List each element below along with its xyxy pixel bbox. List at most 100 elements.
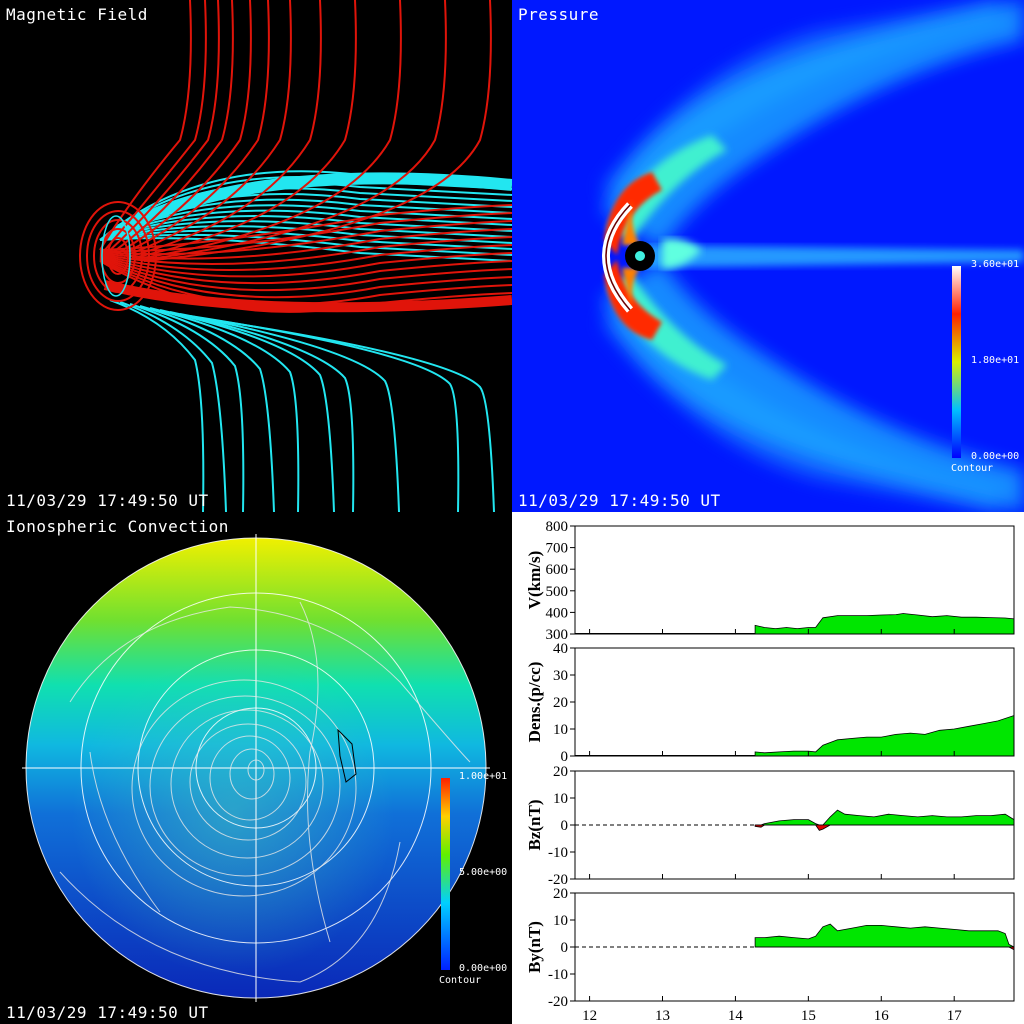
field-line-tail-closed (99, 258, 512, 299)
y-tick-label: 30 (553, 668, 568, 684)
field-line-open (189, 315, 460, 512)
field-line-closed (107, 0, 220, 253)
y-tick-label: -20 (548, 872, 568, 888)
chart-1: 0 10 20 30 40 Dens.(p/cc) (525, 641, 1015, 765)
field-line-open (149, 307, 300, 512)
convection-contours (59, 601, 471, 983)
pressure-panel: 3.60e+01 1.80e+01 0.00e+00 Contour Press… (512, 0, 1024, 512)
field-line-closed (143, 0, 492, 262)
y-tick-label: 40 (553, 641, 568, 657)
series-area-positive (754, 923, 1015, 948)
field-line-open (109, 299, 205, 512)
y-tick-label: 800 (546, 519, 569, 535)
y-axis-label: By(nT) (525, 921, 544, 973)
field-line-closed (119, 0, 270, 256)
y-tick-label: 700 (546, 541, 569, 557)
field-line-tail-closed (99, 259, 512, 306)
plot-frame (574, 525, 1015, 635)
pressure-title: Pressure (518, 5, 600, 24)
x-tick-label: 12 (582, 1008, 597, 1024)
field-line-tail-closed (99, 252, 512, 278)
magnetic-field-lines (79, 0, 512, 512)
y-tick-label: 300 (546, 627, 569, 643)
solar-wind-panel: 300 400 500 600 700 800 V(km/s) 0 10 20 30 40 Dens.(… (512, 512, 1024, 1024)
earth-core (101, 215, 131, 297)
chart-2: -20 -10 0 10 20 Bz(nT) (525, 764, 1015, 888)
series-area-positive (754, 613, 1015, 635)
field-line-tail-closed (99, 236, 512, 265)
x-tick-label: 15 (801, 1008, 816, 1024)
y-tick-label: 0 (561, 749, 569, 765)
field-line-closed (131, 0, 357, 259)
ionospheric-map (22, 534, 490, 1002)
field-line-closed (127, 0, 322, 258)
y-tick-label: 20 (553, 764, 568, 780)
y-tick-label: 600 (546, 562, 569, 578)
x-tick-label: 17 (947, 1008, 963, 1024)
y-tick-label: 500 (546, 584, 569, 600)
field-line-open (159, 309, 335, 512)
convection-colorbar (441, 778, 450, 970)
field-line-tail-closed (99, 244, 512, 271)
y-tick-label: -10 (548, 967, 568, 983)
field-line-tail-closed (99, 220, 512, 256)
field-line-tail (99, 229, 512, 250)
x-tick-label: 13 (655, 1008, 670, 1024)
field-line-closed (111, 0, 234, 254)
field-line-closed (115, 0, 252, 255)
pressure-timestamp: 11/03/29 17:49:50 UT (518, 491, 721, 510)
chart-3: -20 -10 0 10 20 By(nT) (525, 886, 1015, 1010)
field-line-open (119, 301, 227, 512)
pressure-colorbar-min: 0.00e+00 (971, 451, 1020, 462)
convection-colorbar-max: 1.00e+01 (459, 771, 508, 782)
field-line-open (199, 317, 495, 512)
magnetic-field-panel: Magnetic Field 11/03/29 17:49:50 UT (0, 0, 512, 512)
y-axis-label: Dens.(p/cc) (525, 662, 544, 743)
field-line-open (129, 303, 245, 512)
x-tick-label: 14 (728, 1008, 744, 1024)
y-axis-label: V(km/s) (525, 551, 544, 610)
pressure-colorbar-label: Contour (951, 463, 994, 474)
boundary-contour (337, 728, 357, 783)
field-line-open (139, 305, 275, 512)
series-area-positive (754, 714, 1015, 757)
series-area-positive (755, 809, 1015, 826)
dipole-loop (101, 215, 131, 297)
y-axis-label: Bz(nT) (525, 800, 544, 851)
field-line-closed (139, 0, 447, 261)
y-tick-label: -20 (548, 994, 568, 1010)
field-line-tail-closed (99, 212, 512, 253)
x-tick-label: 16 (874, 1008, 890, 1024)
field-line-tail (99, 237, 512, 262)
series-area-negative (754, 824, 1014, 831)
field-line-open (179, 313, 400, 512)
convection-colorbar-min: 0.00e+00 (459, 963, 508, 974)
pressure-colorbar (952, 266, 961, 458)
field-line-closed (123, 0, 292, 257)
field-line-tail-closed (99, 257, 512, 292)
field-line-open (169, 311, 355, 512)
ionospheric-convection-timestamp: 11/03/29 17:49:50 UT (6, 1003, 209, 1022)
y-tick-label: 400 (546, 605, 569, 621)
dipole-loop (79, 201, 157, 311)
field-line-closed (103, 0, 207, 252)
field-line-tail-closed (99, 228, 512, 260)
y-tick-label: 10 (553, 913, 568, 929)
y-tick-label: -10 (548, 845, 568, 861)
ionospheric-convection-title: Ionospheric Convection (6, 517, 229, 536)
pressure-map (600, 0, 1024, 512)
y-tick-label: 20 (553, 886, 568, 902)
pressure-colorbar-mid: 1.80e+01 (971, 355, 1020, 366)
y-tick-label: 20 (553, 695, 568, 711)
magnetic-field-timestamp: 11/03/29 17:49:50 UT (6, 491, 209, 510)
dipole-loop (93, 219, 143, 293)
convection-colorbar-label: Contour (439, 975, 482, 986)
dipole-loop (86, 210, 150, 302)
y-tick-label: 0 (561, 818, 569, 834)
y-tick-label: 0 (561, 940, 569, 956)
field-line-tail-closed (99, 204, 512, 251)
field-line-tail-closed (99, 256, 512, 285)
y-tick-label: 10 (553, 791, 568, 807)
magnetic-field-title: Magnetic Field (6, 5, 148, 24)
